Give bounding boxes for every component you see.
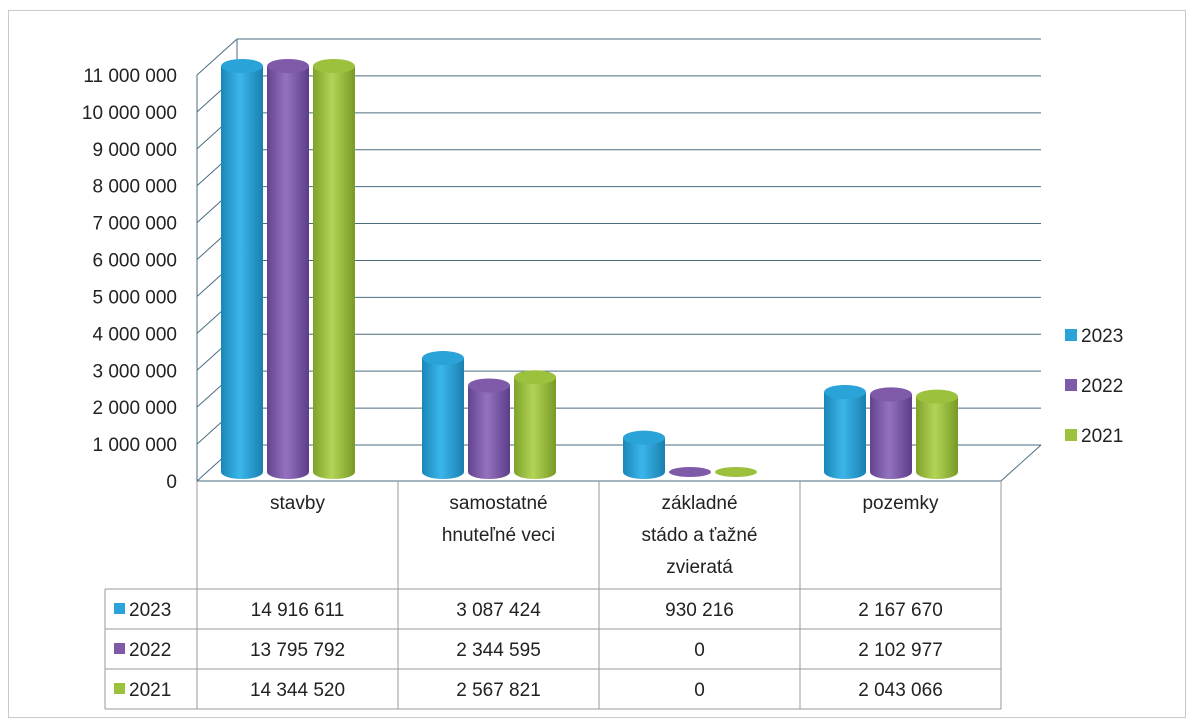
bar-body	[870, 394, 912, 479]
bar	[422, 351, 464, 479]
y-tick-label: 8 000 000	[92, 177, 177, 198]
bar-zero	[715, 467, 757, 477]
bar	[514, 370, 556, 479]
bar-top	[514, 370, 556, 385]
bar-top	[267, 59, 309, 73]
bar-top	[824, 384, 866, 399]
bar-top	[221, 59, 263, 73]
gridline-side	[196, 38, 238, 76]
data-label: 930 216	[665, 600, 734, 621]
floor-edge	[1000, 444, 1042, 482]
bar-body	[514, 377, 556, 479]
y-tick-label: 9 000 000	[92, 140, 177, 161]
data-label: 13 795 792	[250, 640, 345, 661]
series-swatch	[114, 603, 125, 614]
series-name: 2023	[129, 600, 171, 621]
bar-top	[623, 430, 665, 445]
series-name: 2022	[129, 640, 171, 661]
y-tick-label: 11 000 000	[83, 66, 177, 87]
category-label: pozemky	[862, 493, 939, 514]
category-label: stavby	[270, 493, 325, 514]
y-tick-label: 7 000 000	[92, 214, 177, 235]
y-tick-label: 1 000 000	[92, 435, 177, 456]
bar	[267, 59, 309, 479]
bar-body	[267, 66, 309, 479]
category-label: zvieratá	[666, 557, 733, 578]
legend-label: 2023	[1081, 326, 1123, 347]
bar	[870, 387, 912, 479]
bar-top	[313, 59, 355, 73]
series-swatch	[114, 643, 125, 654]
bar-zero	[669, 467, 711, 477]
data-label: 2 567 821	[456, 680, 541, 701]
data-label: 0	[694, 680, 705, 701]
y-tick-label: 6 000 000	[92, 251, 177, 272]
data-label: 2 043 066	[858, 680, 943, 701]
y-tick-label: 3 000 000	[92, 361, 177, 382]
bar-body	[824, 391, 866, 479]
bar-body	[221, 66, 263, 479]
data-label: 14 916 611	[251, 600, 345, 621]
grid	[196, 38, 1042, 482]
y-tick-label: 10 000 000	[82, 103, 177, 124]
bar-top	[916, 389, 958, 404]
category-label: hnuteľné veci	[442, 525, 555, 546]
legend-swatch	[1065, 379, 1077, 391]
bar	[313, 59, 355, 479]
bar-body	[468, 385, 510, 479]
bar	[669, 467, 711, 477]
data-label: 3 087 424	[456, 600, 541, 621]
bar	[221, 59, 263, 479]
bar-top	[422, 351, 464, 366]
data-label: 14 344 520	[250, 680, 345, 701]
y-tick-label: 5 000 000	[92, 287, 177, 308]
data-table: stavby samostatné hnuteľné veci základné stá…	[104, 481, 1002, 710]
legend-label: 2022	[1081, 376, 1123, 397]
bar-top	[468, 378, 510, 393]
legend-swatch	[1065, 329, 1077, 341]
data-label: 2 167 670	[858, 600, 943, 621]
y-tick-label: 0	[166, 472, 177, 493]
series-name: 2021	[129, 680, 171, 701]
bar	[623, 430, 665, 479]
data-label: 2 102 977	[858, 640, 943, 661]
bar-body	[916, 396, 958, 479]
bar	[715, 467, 757, 477]
bar	[824, 384, 866, 479]
chart-frame: 0 1 000 000 2 000 000 3 000 000 4 000 000 5 0…	[8, 10, 1186, 718]
bars	[221, 59, 958, 479]
bar	[916, 389, 958, 479]
legend-label: 2021	[1081, 426, 1123, 447]
category-label: základné	[661, 493, 737, 514]
series-swatch	[114, 683, 125, 694]
bar-body	[313, 66, 355, 479]
data-label: 0	[694, 640, 705, 661]
y-tick-label: 2 000 000	[92, 398, 177, 419]
category-label: stádo a ťažné	[642, 525, 758, 546]
legend: 2023 2022 2021	[1065, 326, 1123, 447]
legend-swatch	[1065, 429, 1077, 441]
bar-chart: 0 1 000 000 2 000 000 3 000 000 4 000 000 5 0…	[82, 38, 1123, 710]
y-tick-label: 4 000 000	[92, 324, 177, 345]
category-label: samostatné	[449, 493, 547, 514]
y-axis: 0 1 000 000 2 000 000 3 000 000 4 000 000 5 0…	[82, 66, 177, 493]
data-label: 2 344 595	[456, 640, 541, 661]
bar-body	[623, 437, 665, 479]
bar	[468, 378, 510, 479]
bar-body	[422, 358, 464, 479]
bar-top	[870, 387, 912, 402]
